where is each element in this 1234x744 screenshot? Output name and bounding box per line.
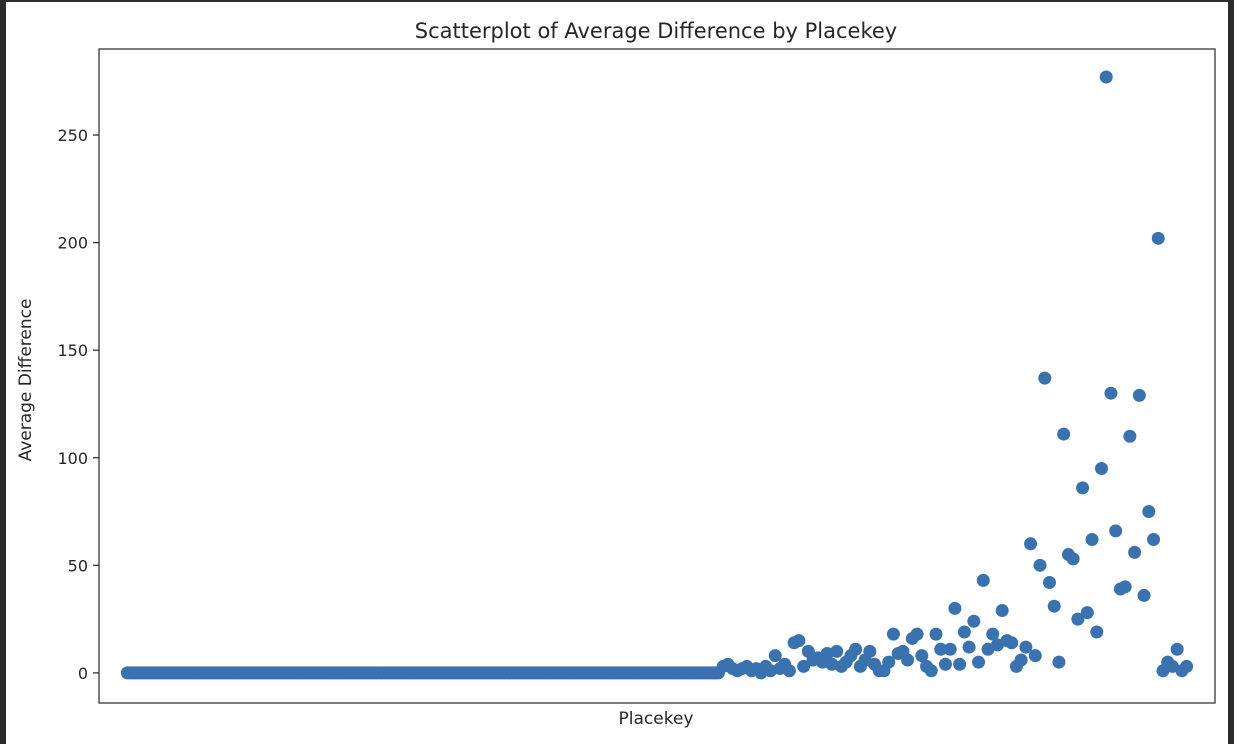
data-points [120,70,1194,680]
figure-canvas: Scatterplot of Average Difference by Pla… [6,2,1228,744]
data-point [1132,388,1146,402]
data-point [972,655,986,669]
scatter-chart: Scatterplot of Average Difference by Pla… [16,19,1216,729]
data-point [1028,649,1042,663]
data-point [1019,640,1033,654]
data-point [1137,588,1151,602]
data-point [1014,653,1028,667]
data-point [943,642,957,656]
data-point [901,653,915,667]
data-point [1142,505,1156,519]
data-point [1047,599,1061,613]
data-point [910,627,924,641]
data-point [1042,576,1056,590]
data-point [1118,580,1132,594]
data-point [1151,231,1165,245]
data-point [768,649,782,663]
data-point [792,634,806,648]
data-point [1071,612,1085,626]
data-point [1109,524,1123,538]
data-point [1024,537,1038,551]
data-point [962,640,976,654]
y-tick-label: 200 [57,234,88,253]
data-point [924,664,938,678]
data-point [1052,655,1066,669]
y-tick-label: 100 [57,449,88,468]
data-point [957,625,971,639]
y-axis: 0 50 100 150 200 250 [57,126,99,683]
data-point [1090,625,1104,639]
y-tick-label: 0 [78,664,88,683]
y-tick-label: 250 [57,126,88,145]
data-point [1123,429,1137,443]
data-point [1080,606,1094,620]
y-tick-label: 50 [68,556,88,575]
data-point [1076,481,1090,495]
data-point [886,627,900,641]
data-point [882,655,896,669]
data-point [849,642,863,656]
data-point [1128,545,1142,559]
data-point [915,649,929,663]
data-point [1005,636,1019,650]
data-point [1085,533,1099,546]
y-tick-label: 150 [57,341,88,360]
data-point [863,644,877,658]
x-axis-title: Placekey [619,709,694,729]
data-point [976,573,990,587]
data-point [967,614,981,628]
chart-title: Scatterplot of Average Difference by Pla… [415,19,897,43]
data-point [1066,552,1080,566]
plot-area [98,48,1216,704]
data-point [934,642,948,656]
data-point [953,657,967,671]
data-point [986,627,1000,641]
data-point [1180,659,1194,673]
data-point [1095,462,1109,476]
plot-frame [98,48,1216,704]
data-point [1147,533,1161,546]
data-point [1099,70,1113,84]
data-point [1104,386,1118,400]
data-point [948,601,962,615]
data-point [1033,558,1047,572]
data-point [938,657,952,671]
data-point [929,627,943,641]
data-point [1057,427,1071,441]
data-point [1170,642,1184,656]
data-point [830,644,844,658]
data-point [797,659,811,673]
data-point [782,664,796,678]
data-point [1038,371,1052,385]
data-point [995,603,1009,617]
y-axis-title: Average Difference [16,299,36,462]
